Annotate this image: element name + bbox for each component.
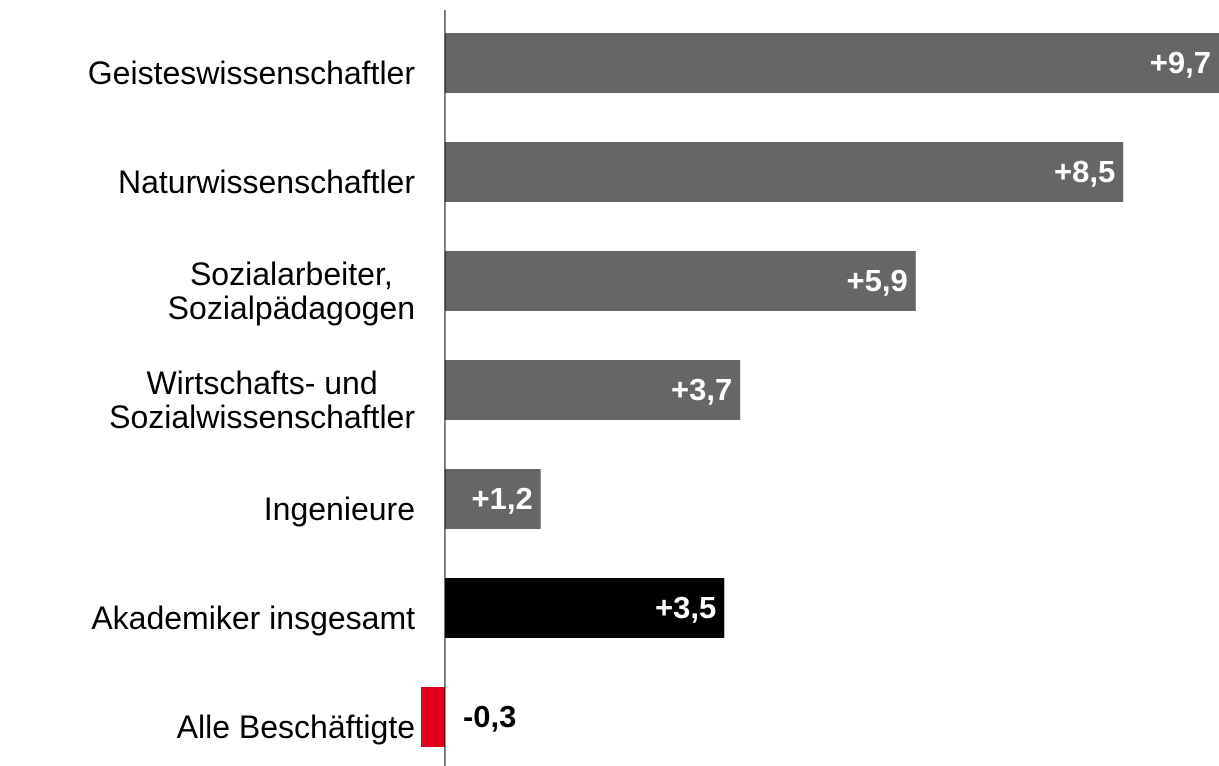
value-label: +9,7 <box>1150 45 1211 80</box>
bar <box>444 578 725 638</box>
category-label: Geisteswissenschaftler <box>0 56 415 90</box>
category-label: Ingenieure <box>0 492 415 526</box>
value-label: +3,7 <box>671 372 732 407</box>
category-text: Ingenieure <box>263 491 415 527</box>
category-label: Akademiker insgesamt <box>0 601 415 635</box>
bar <box>444 469 541 529</box>
category-label: Alle Beschäftigte <box>0 710 415 744</box>
category-label: Sozialarbeiter, Sozialpädagogen <box>0 257 415 325</box>
value-label: +8,5 <box>1054 154 1115 189</box>
value-label: +1,2 <box>471 481 532 516</box>
value-label: +5,9 <box>847 263 908 298</box>
bar <box>444 33 1219 93</box>
category-text: Alle Beschäftigte <box>176 709 415 745</box>
category-text: Naturwissenschaftler <box>118 164 415 200</box>
category-text: Akademiker insgesamt <box>91 600 415 636</box>
bar <box>444 251 916 311</box>
category-text: Wirtschafts- und Sozialwissenschaftler <box>109 365 415 435</box>
bar <box>444 142 1124 202</box>
bar <box>421 687 445 747</box>
value-label: -0,3 <box>463 699 516 734</box>
category-label: Naturwissenschaftler <box>0 165 415 199</box>
bar <box>444 360 741 420</box>
category-label: Wirtschafts- und Sozialwissenschaftler <box>0 366 415 434</box>
value-label: +3,5 <box>655 590 716 625</box>
category-text: Sozialarbeiter, Sozialpädagogen <box>167 256 415 326</box>
category-text: Geisteswissenschaftler <box>87 55 415 91</box>
